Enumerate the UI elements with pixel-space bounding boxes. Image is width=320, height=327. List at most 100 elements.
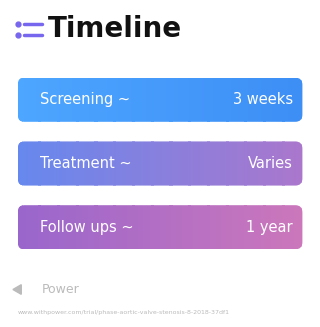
Bar (140, 77, 141, 122)
Bar (174, 141, 175, 185)
Bar (272, 77, 273, 122)
Bar (273, 205, 274, 249)
Bar (210, 141, 212, 185)
Bar (104, 205, 105, 249)
Bar (23, 205, 24, 249)
Bar (145, 77, 146, 122)
Bar (229, 77, 230, 122)
Bar (136, 205, 137, 249)
Bar (292, 205, 293, 249)
Bar (224, 77, 225, 122)
Bar (111, 77, 112, 122)
Bar (166, 205, 167, 249)
Bar (82, 141, 83, 185)
Bar (142, 141, 143, 185)
Bar (250, 77, 251, 122)
Bar (31, 205, 32, 249)
Bar (45, 77, 46, 122)
Bar (129, 141, 130, 185)
Bar (195, 77, 196, 122)
Bar (74, 77, 75, 122)
Bar (145, 141, 146, 185)
Bar (61, 141, 62, 185)
Bar (295, 205, 296, 249)
Bar (242, 205, 243, 249)
Bar (283, 141, 284, 185)
Bar (199, 205, 200, 249)
Bar (76, 141, 77, 185)
Bar (194, 205, 195, 249)
Bar (263, 141, 265, 185)
Bar (29, 77, 30, 122)
Bar (186, 205, 187, 249)
Bar (126, 77, 127, 122)
Bar (22, 77, 23, 122)
Bar (19, 141, 20, 185)
Bar (286, 77, 287, 122)
Bar (57, 141, 58, 185)
Bar (120, 205, 121, 249)
Bar (235, 77, 236, 122)
Bar (164, 205, 165, 249)
Bar (46, 141, 47, 185)
Bar (61, 77, 62, 122)
Bar (251, 77, 252, 122)
Bar (187, 77, 188, 122)
Bar (185, 141, 186, 185)
Bar (78, 205, 79, 249)
Bar (24, 141, 25, 185)
Bar (289, 141, 290, 185)
Bar (208, 141, 210, 185)
Bar (102, 205, 103, 249)
Bar (255, 205, 256, 249)
Bar (243, 205, 244, 249)
Bar (52, 205, 53, 249)
Bar (189, 205, 190, 249)
Bar (33, 205, 34, 249)
Bar (224, 141, 225, 185)
Bar (62, 77, 63, 122)
Bar (122, 77, 123, 122)
Bar (160, 77, 161, 122)
Bar (84, 205, 85, 249)
Bar (151, 141, 153, 185)
Bar (246, 77, 247, 122)
Bar (125, 205, 126, 249)
Bar (131, 77, 132, 122)
Bar (20, 141, 21, 185)
Bar (81, 205, 82, 249)
Bar (262, 77, 264, 122)
Bar (109, 77, 110, 122)
Bar (81, 77, 82, 122)
Bar (116, 141, 117, 185)
Bar (165, 205, 166, 249)
Bar (198, 205, 199, 249)
Bar (266, 77, 268, 122)
Bar (220, 141, 221, 185)
Bar (144, 77, 145, 122)
Bar (67, 77, 68, 122)
Bar (46, 77, 47, 122)
Bar (227, 77, 228, 122)
Bar (101, 77, 102, 122)
Bar (239, 205, 240, 249)
Bar (162, 141, 163, 185)
Bar (236, 141, 237, 185)
Bar (60, 205, 61, 249)
Bar (64, 141, 65, 185)
Bar (204, 141, 206, 185)
Bar (120, 141, 121, 185)
Bar (102, 141, 103, 185)
Bar (47, 141, 48, 185)
Bar (106, 141, 107, 185)
Bar (98, 77, 100, 122)
Bar (113, 77, 114, 122)
Bar (221, 141, 222, 185)
Bar (150, 141, 152, 185)
Bar (112, 77, 113, 122)
Bar (170, 77, 171, 122)
Bar (152, 205, 154, 249)
Bar (69, 205, 70, 249)
Bar (63, 77, 64, 122)
Bar (36, 77, 37, 122)
